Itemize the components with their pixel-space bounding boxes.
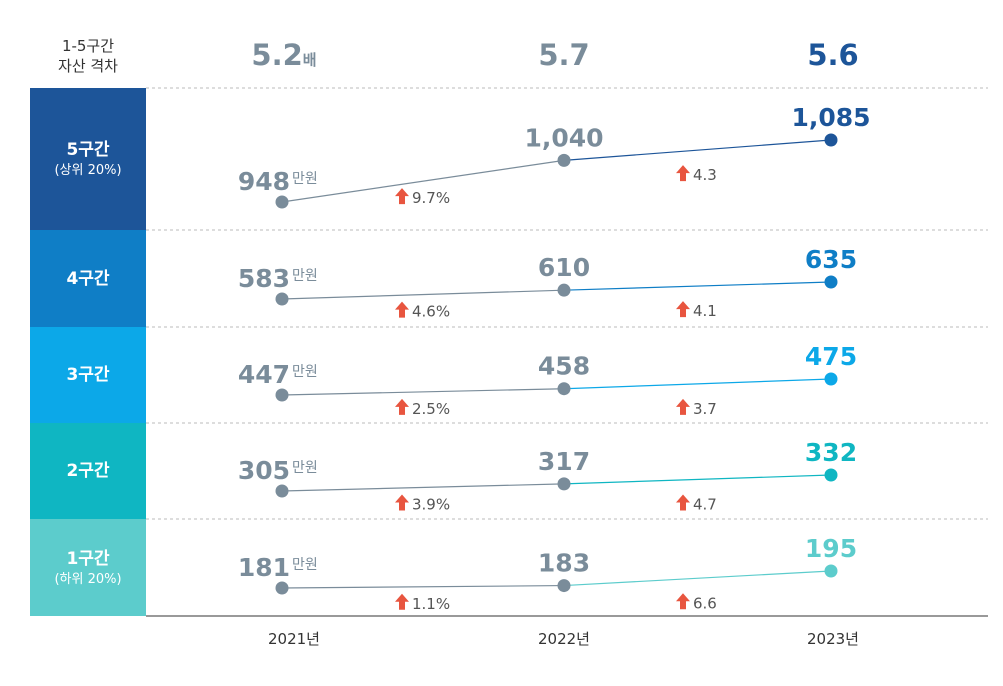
data-point (557, 477, 571, 491)
band-5-label: 5구간 (66, 140, 110, 160)
change-label: 9.7% (412, 189, 450, 207)
data-point (275, 388, 289, 402)
ratio-header: 1-5구간 자산 격차 (30, 36, 146, 76)
band-3-label: 3구간 (66, 365, 110, 385)
data-point (824, 372, 838, 386)
data-point (557, 579, 571, 593)
series-line (281, 289, 565, 300)
unit-label: 만원 (292, 268, 318, 284)
up-arrow-icon (395, 593, 409, 610)
data-point (275, 195, 289, 209)
unit-label: 만원 (292, 557, 318, 573)
band-4-label: 4구간 (66, 268, 110, 289)
data-label: 447 (238, 360, 290, 389)
up-arrow-icon (395, 188, 409, 205)
up-arrow-icon (676, 301, 690, 318)
unit-label: 만원 (292, 171, 318, 187)
data-label: 1,085 (791, 103, 870, 132)
data-point (824, 468, 838, 482)
x-tick-2022: 2022년 (538, 630, 590, 648)
up-arrow-icon (676, 398, 690, 415)
change-label: 2.5% (412, 400, 450, 418)
ratio-2021: 5.2배 (251, 38, 316, 72)
ratio-unit: 배 (302, 51, 317, 69)
data-label: 635 (805, 245, 857, 274)
series-line (281, 159, 565, 203)
data-point (557, 153, 571, 167)
data-label: 195 (805, 534, 857, 563)
change-label: 3.7 (693, 400, 717, 418)
series-line (563, 281, 832, 291)
band-1-label: 1구간 (66, 548, 110, 569)
data-label: 305 (238, 456, 290, 485)
ratio-2023-value: 5.6 (807, 38, 859, 72)
up-arrow-icon (676, 593, 690, 610)
change-label: 3.9% (412, 495, 450, 513)
x-tick-2021: 2021년 (268, 630, 320, 648)
data-point (824, 275, 838, 289)
ratio-2021-value: 5.2 (251, 38, 303, 72)
x-tick-2023: 2023년 (807, 630, 859, 648)
data-point (275, 292, 289, 306)
data-label: 458 (538, 352, 590, 381)
data-label: 475 (805, 342, 857, 371)
data-label: 317 (538, 447, 590, 476)
up-arrow-icon (395, 398, 409, 415)
data-point (275, 581, 289, 595)
ratio-2023: 5.6 (807, 38, 858, 72)
change-label: 4.7 (693, 495, 717, 513)
data-point (824, 133, 838, 147)
band-5: 5구간 (상위 20%) (30, 88, 146, 230)
ratio-header-line2: 자산 격차 (58, 57, 118, 75)
data-label: 948 (238, 167, 290, 196)
data-label: 610 (538, 253, 590, 282)
band-1-sub: (하위 20%) (54, 571, 122, 587)
series-line (281, 388, 565, 396)
unit-label: 만원 (292, 364, 318, 380)
up-arrow-icon (395, 301, 409, 318)
series-line (281, 483, 565, 492)
ratio-header-line1: 1-5구간 (61, 37, 115, 55)
data-label: 183 (538, 549, 590, 578)
unit-label: 만원 (292, 460, 318, 476)
data-point (275, 484, 289, 498)
series-line (563, 570, 832, 587)
change-label: 1.1% (412, 595, 450, 613)
ratio-2022-value: 5.7 (538, 38, 590, 72)
data-point (824, 564, 838, 578)
data-point (557, 382, 571, 396)
series-line (563, 474, 832, 485)
change-label: 6.6 (693, 594, 717, 612)
series-line (563, 378, 832, 390)
band-5-sub: (상위 20%) (54, 163, 122, 178)
up-arrow-icon (395, 494, 409, 511)
data-label: 332 (805, 438, 857, 467)
data-label: 1,040 (524, 123, 603, 152)
band-2-label: 2구간 (66, 461, 110, 481)
data-label: 583 (238, 264, 290, 293)
up-arrow-icon (676, 494, 690, 511)
change-label: 4.6% (412, 303, 450, 321)
data-label: 181 (238, 553, 290, 582)
data-point (557, 283, 571, 297)
band-1: 1구간 (하위 20%) (30, 519, 146, 616)
up-arrow-icon (676, 165, 690, 182)
band-3: 3구간 (30, 327, 146, 423)
change-label: 4.3 (693, 166, 717, 184)
series-line (281, 584, 565, 589)
series-line (563, 139, 832, 161)
change-label: 4.1 (693, 302, 717, 320)
ratio-2022: 5.7 (538, 38, 589, 72)
band-2: 2구간 (30, 423, 146, 519)
band-4: 4구간 (30, 230, 146, 327)
